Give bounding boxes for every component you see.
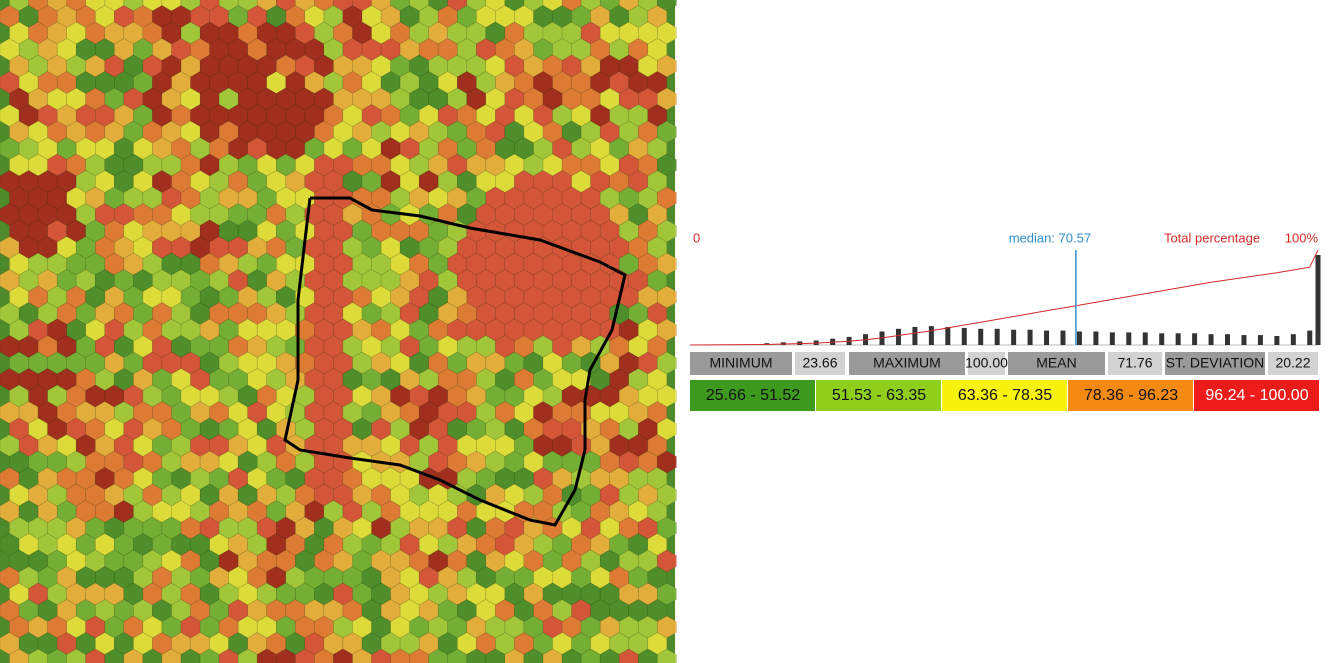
histogram-panel: Total percentage 0 100% median: 70.57 MINIMU… — [690, 230, 1321, 411]
class-label: 96.24 - 100.00 — [1205, 387, 1308, 404]
histogram-bar — [1060, 331, 1065, 345]
histogram-bar — [1093, 332, 1098, 346]
histogram-bar — [1143, 332, 1148, 345]
class-label: 63.36 - 78.35 — [958, 387, 1052, 404]
histogram-bar — [1307, 331, 1312, 345]
histogram-bar — [1192, 333, 1197, 345]
histogram-bar — [1291, 334, 1296, 345]
cumulative-legend: Total percentage — [1164, 230, 1260, 245]
histogram-bar — [929, 326, 934, 345]
cumulative-line — [690, 250, 1318, 345]
histogram-bar — [1077, 332, 1082, 346]
histogram-bar — [1011, 330, 1016, 345]
histogram-bar — [1176, 333, 1181, 345]
page: {"chart_data": {"type": "bar", "x": [33,… — [0, 0, 1335, 663]
stat-label: ST. DEVIATION — [1166, 355, 1265, 371]
histogram-bar — [962, 328, 967, 345]
histogram-bar — [1028, 330, 1033, 345]
histogram-bar — [1044, 331, 1049, 345]
histogram-bar — [1159, 333, 1164, 345]
stat-label: MAXIMUM — [873, 355, 941, 371]
histogram-bar — [995, 329, 1000, 345]
stat-value: 20.22 — [1275, 355, 1310, 371]
histogram-bar — [896, 329, 901, 345]
histogram-bar — [1274, 336, 1279, 345]
stat-value: 23.66 — [802, 355, 837, 371]
histogram-bar — [1316, 255, 1321, 345]
histogram-bar — [1241, 335, 1246, 345]
class-label: 25.66 - 51.52 — [706, 387, 800, 404]
histogram-bar — [1126, 332, 1131, 345]
stat-label: MINIMUM — [710, 355, 773, 371]
map — [0, 0, 676, 663]
median-label: median: 70.57 — [1009, 230, 1091, 245]
y2-tick-label: 0 — [693, 230, 700, 245]
class-label: 78.36 - 96.23 — [1084, 387, 1178, 404]
scene: Total percentage 0 100% median: 70.57 MINIMU… — [0, 0, 1335, 663]
stat-label: MEAN — [1036, 355, 1076, 371]
histogram-bar — [1209, 334, 1214, 345]
histogram-bar — [912, 327, 917, 345]
histogram-bar — [945, 327, 950, 345]
histogram-bar — [978, 329, 983, 345]
y2-tick-label: 100% — [1285, 230, 1319, 245]
histogram-bar — [1225, 334, 1230, 345]
stat-value: 71.76 — [1117, 355, 1152, 371]
histogram-bar — [1258, 335, 1263, 345]
class-label: 51.53 - 63.35 — [832, 387, 926, 404]
stat-value: 100.00 — [965, 355, 1008, 371]
histogram-bar — [1110, 332, 1115, 345]
